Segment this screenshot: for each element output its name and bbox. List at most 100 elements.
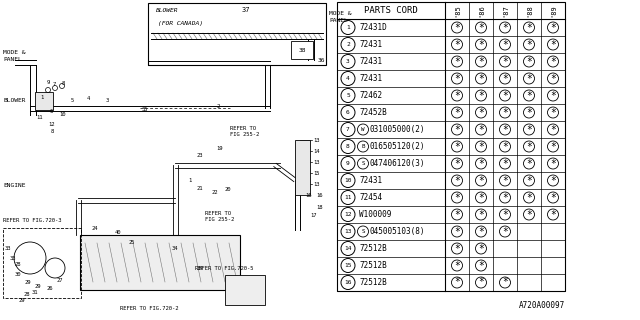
Text: 8: 8 (51, 129, 54, 133)
Text: *: * (526, 210, 532, 220)
Text: 29: 29 (25, 281, 31, 285)
Text: W100009: W100009 (359, 210, 392, 219)
Text: 7: 7 (346, 127, 350, 132)
Text: *: * (454, 22, 460, 33)
Bar (295, 140, 310, 195)
Text: 12: 12 (344, 212, 352, 217)
Text: 045005103(8): 045005103(8) (370, 227, 426, 236)
Text: 28: 28 (24, 292, 30, 297)
Text: *: * (502, 175, 508, 186)
Text: *: * (478, 175, 484, 186)
Text: S: S (361, 229, 365, 234)
Text: *: * (478, 227, 484, 236)
Text: 016505120(2): 016505120(2) (370, 142, 426, 151)
Text: *: * (454, 141, 460, 151)
Text: W: W (361, 127, 365, 132)
Text: MODE &: MODE & (3, 50, 26, 54)
Bar (225, 275, 265, 305)
Text: *: * (454, 260, 460, 270)
Text: *: * (526, 74, 532, 84)
Text: 6: 6 (49, 108, 52, 114)
Text: *: * (454, 277, 460, 287)
Text: 72431: 72431 (359, 74, 382, 83)
Text: 8: 8 (61, 81, 65, 85)
Text: 4: 4 (346, 76, 350, 81)
Text: *: * (454, 158, 460, 169)
Text: *: * (526, 39, 532, 50)
Text: 72512B: 72512B (359, 261, 387, 270)
Text: *: * (502, 193, 508, 203)
Text: 72462: 72462 (359, 91, 382, 100)
Text: *: * (550, 39, 556, 50)
Text: 9: 9 (346, 161, 350, 166)
Text: REFER TO FIG.720-3: REFER TO FIG.720-3 (3, 218, 61, 222)
Bar (35, 92, 53, 110)
Text: *: * (550, 210, 556, 220)
Text: FIG 255-2: FIG 255-2 (205, 217, 234, 221)
Text: *: * (526, 193, 532, 203)
Text: *: * (502, 39, 508, 50)
Text: *: * (454, 91, 460, 100)
Text: 37: 37 (242, 7, 250, 13)
Text: 72431D: 72431D (359, 23, 387, 32)
Text: 72452B: 72452B (359, 108, 387, 117)
Text: 4: 4 (86, 95, 90, 100)
Text: 72512B: 72512B (359, 244, 387, 253)
Text: '89: '89 (550, 4, 556, 17)
Text: 31: 31 (32, 290, 38, 294)
Text: 34: 34 (172, 245, 179, 251)
Text: *: * (478, 210, 484, 220)
Text: 36: 36 (317, 58, 324, 62)
Text: 30: 30 (15, 273, 21, 277)
Text: 72512B: 72512B (359, 278, 387, 287)
Text: 10: 10 (60, 111, 67, 116)
Bar (291, 41, 313, 59)
Text: 22: 22 (212, 189, 218, 195)
Text: 21: 21 (196, 186, 204, 190)
Text: *: * (478, 277, 484, 287)
Text: 7: 7 (52, 82, 56, 86)
Text: 29: 29 (19, 298, 25, 302)
Text: *: * (454, 210, 460, 220)
Text: *: * (550, 22, 556, 33)
Text: *: * (454, 244, 460, 253)
Text: 2: 2 (346, 42, 350, 47)
Text: 1: 1 (346, 25, 350, 30)
Text: 6: 6 (346, 110, 350, 115)
Text: 031005000(2): 031005000(2) (370, 125, 426, 134)
Text: 9: 9 (46, 79, 50, 84)
Text: *: * (454, 124, 460, 134)
Text: *: * (502, 108, 508, 117)
Text: 33: 33 (10, 255, 16, 260)
Text: *: * (550, 141, 556, 151)
Text: *: * (550, 158, 556, 169)
Text: *: * (478, 22, 484, 33)
Text: *: * (526, 124, 532, 134)
Text: 3: 3 (106, 98, 109, 102)
Text: *: * (550, 57, 556, 67)
Text: 72431: 72431 (359, 57, 382, 66)
Text: *: * (526, 57, 532, 67)
Text: 13: 13 (344, 229, 352, 234)
Text: *: * (550, 193, 556, 203)
Text: 19: 19 (217, 146, 223, 150)
Text: *: * (526, 91, 532, 100)
Text: *: * (550, 91, 556, 100)
Text: '85: '85 (454, 4, 460, 17)
Text: ENGINE: ENGINE (3, 182, 26, 188)
Text: 72431: 72431 (359, 40, 382, 49)
Text: FIG 255-2: FIG 255-2 (230, 132, 259, 137)
Text: *: * (478, 260, 484, 270)
Text: 11: 11 (344, 195, 352, 200)
Bar (148, 3, 326, 65)
Bar (337, 2, 565, 291)
Text: 1: 1 (188, 178, 191, 182)
Text: 14: 14 (344, 246, 352, 251)
Text: BLOWER: BLOWER (3, 98, 26, 102)
Text: 16: 16 (316, 193, 323, 197)
Text: 26: 26 (47, 285, 53, 291)
Text: 25: 25 (129, 239, 135, 244)
Text: *: * (454, 227, 460, 236)
Text: MODE &: MODE & (329, 11, 351, 15)
Text: 1: 1 (40, 94, 44, 100)
